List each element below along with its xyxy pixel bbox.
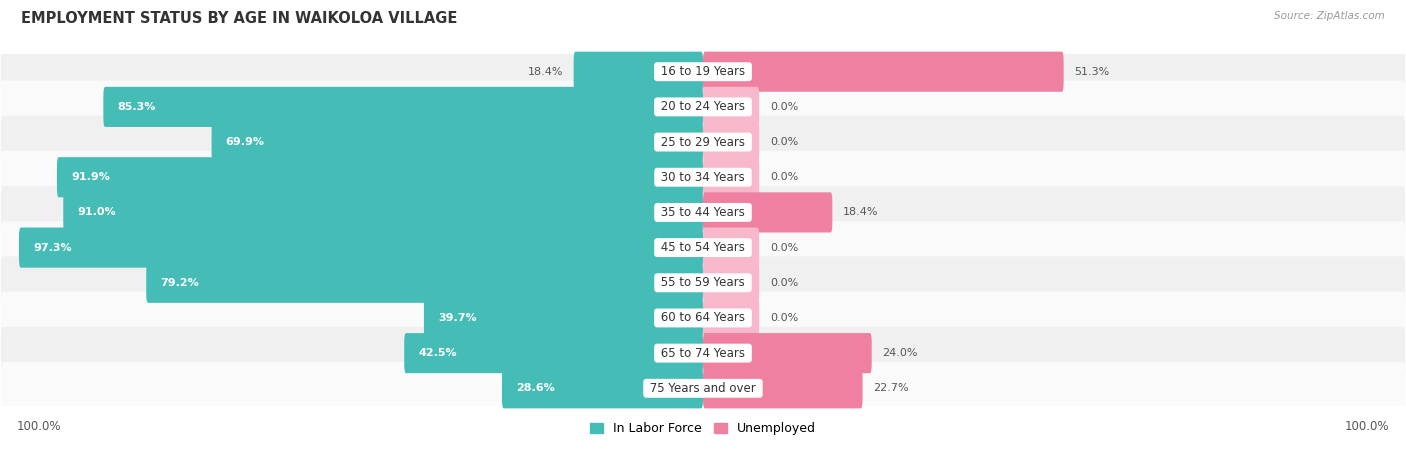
FancyBboxPatch shape (1, 80, 1405, 133)
FancyBboxPatch shape (211, 122, 703, 162)
Text: 35 to 44 Years: 35 to 44 Years (657, 206, 749, 219)
FancyBboxPatch shape (1, 151, 1405, 204)
Text: 0.0%: 0.0% (770, 313, 799, 323)
Text: 51.3%: 51.3% (1074, 67, 1109, 77)
FancyBboxPatch shape (502, 368, 703, 408)
FancyBboxPatch shape (703, 368, 863, 408)
Text: 100.0%: 100.0% (17, 420, 62, 433)
FancyBboxPatch shape (56, 157, 703, 197)
Text: 24.0%: 24.0% (883, 348, 918, 358)
Text: 25 to 29 Years: 25 to 29 Years (657, 136, 749, 148)
Text: 91.0%: 91.0% (77, 207, 115, 217)
FancyBboxPatch shape (146, 263, 703, 303)
FancyBboxPatch shape (1, 362, 1405, 415)
Text: 55 to 59 Years: 55 to 59 Years (657, 276, 749, 289)
FancyBboxPatch shape (1, 256, 1405, 309)
Text: 60 to 64 Years: 60 to 64 Years (657, 312, 749, 324)
FancyBboxPatch shape (703, 228, 759, 267)
FancyBboxPatch shape (1, 327, 1405, 380)
Legend: In Labor Force, Unemployed: In Labor Force, Unemployed (585, 417, 821, 440)
Text: 97.3%: 97.3% (32, 243, 72, 253)
Text: 42.5%: 42.5% (419, 348, 457, 358)
Text: 22.7%: 22.7% (873, 383, 908, 393)
FancyBboxPatch shape (703, 122, 759, 162)
Text: 45 to 54 Years: 45 to 54 Years (657, 241, 749, 254)
Text: 18.4%: 18.4% (844, 207, 879, 217)
Text: EMPLOYMENT STATUS BY AGE IN WAIKOLOA VILLAGE: EMPLOYMENT STATUS BY AGE IN WAIKOLOA VIL… (21, 11, 457, 26)
Text: 16 to 19 Years: 16 to 19 Years (657, 65, 749, 78)
Text: 20 to 24 Years: 20 to 24 Years (657, 101, 749, 113)
FancyBboxPatch shape (703, 193, 832, 232)
Text: 0.0%: 0.0% (770, 137, 799, 147)
Text: 85.3%: 85.3% (117, 102, 156, 112)
Text: 30 to 34 Years: 30 to 34 Years (657, 171, 749, 184)
Text: 18.4%: 18.4% (527, 67, 564, 77)
Text: 0.0%: 0.0% (770, 278, 799, 288)
FancyBboxPatch shape (63, 193, 703, 232)
FancyBboxPatch shape (1, 115, 1405, 169)
Text: 0.0%: 0.0% (770, 243, 799, 253)
Text: 28.6%: 28.6% (516, 383, 555, 393)
FancyBboxPatch shape (1, 186, 1405, 239)
FancyBboxPatch shape (425, 298, 703, 338)
FancyBboxPatch shape (703, 157, 759, 197)
FancyBboxPatch shape (703, 298, 759, 338)
FancyBboxPatch shape (18, 228, 703, 267)
FancyBboxPatch shape (703, 87, 759, 127)
FancyBboxPatch shape (1, 45, 1405, 98)
FancyBboxPatch shape (703, 52, 1064, 92)
FancyBboxPatch shape (574, 52, 703, 92)
Text: 65 to 74 Years: 65 to 74 Years (657, 347, 749, 359)
Text: 91.9%: 91.9% (70, 172, 110, 182)
Text: 39.7%: 39.7% (439, 313, 477, 323)
FancyBboxPatch shape (703, 333, 872, 373)
Text: 0.0%: 0.0% (770, 102, 799, 112)
FancyBboxPatch shape (1, 292, 1405, 345)
Text: 69.9%: 69.9% (225, 137, 264, 147)
Text: Source: ZipAtlas.com: Source: ZipAtlas.com (1274, 11, 1385, 21)
FancyBboxPatch shape (104, 87, 703, 127)
FancyBboxPatch shape (1, 221, 1405, 274)
Text: 100.0%: 100.0% (1344, 420, 1389, 433)
Text: 0.0%: 0.0% (770, 172, 799, 182)
FancyBboxPatch shape (703, 263, 759, 303)
Text: 79.2%: 79.2% (160, 278, 200, 288)
FancyBboxPatch shape (405, 333, 703, 373)
Text: 75 Years and over: 75 Years and over (647, 382, 759, 395)
